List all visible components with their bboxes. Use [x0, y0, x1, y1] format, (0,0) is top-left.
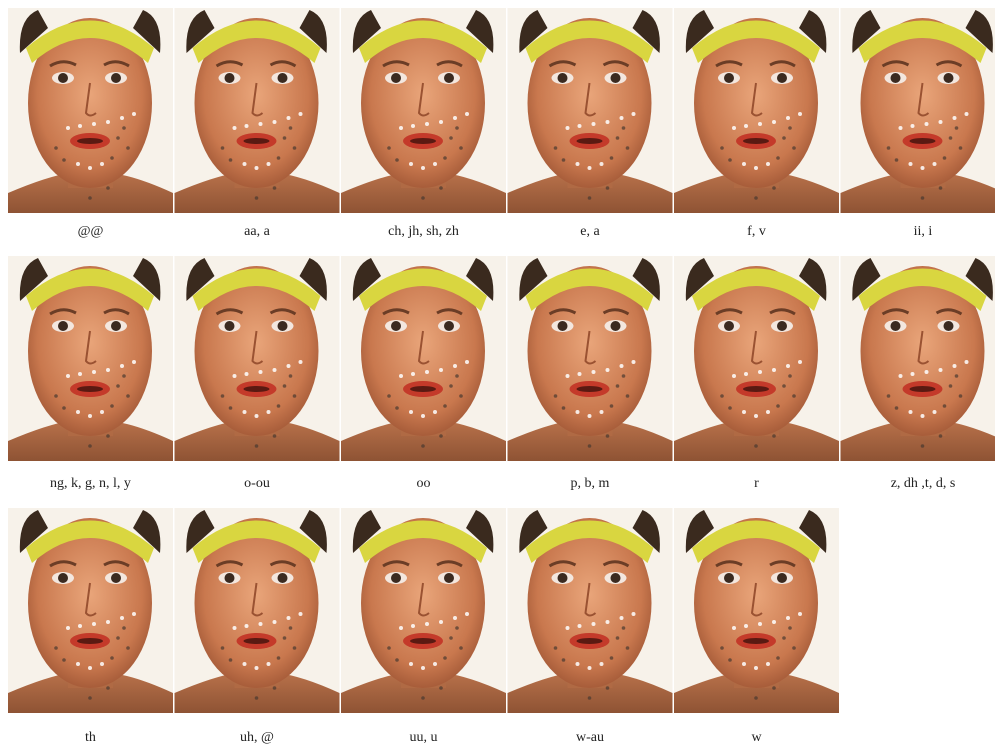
viseme-label: oo	[417, 476, 431, 491]
face-image	[8, 508, 173, 713]
face-image	[508, 8, 673, 213]
face-image	[674, 8, 839, 213]
face-image	[341, 508, 506, 713]
viseme-label: uh, @	[240, 730, 274, 745]
face-image	[175, 508, 340, 713]
face-image	[508, 256, 673, 461]
viseme-label: uu, u	[410, 730, 438, 745]
face-image	[674, 256, 839, 461]
face-image	[8, 8, 173, 213]
face-image	[341, 256, 506, 461]
viseme-label: th	[85, 730, 96, 745]
face-image	[674, 508, 839, 713]
viseme-label: aa, a	[244, 224, 270, 239]
viseme-label: e, a	[580, 224, 600, 239]
face-image	[508, 508, 673, 713]
face-image	[341, 8, 506, 213]
viseme-label: r	[754, 476, 759, 491]
viseme-label: f, v	[747, 224, 766, 239]
viseme-label: o-ou	[244, 476, 270, 491]
viseme-label: ng, k, g, n, l, y	[50, 476, 131, 491]
viseme-label: p, b, m	[571, 476, 610, 491]
face-image	[175, 256, 340, 461]
viseme-label: w-au	[576, 730, 604, 745]
face-image	[841, 8, 995, 213]
viseme-label: z, dh ,t, d, s	[891, 476, 956, 491]
face-image	[841, 256, 995, 461]
viseme-label: ii, i	[914, 224, 933, 239]
viseme-label: w	[751, 730, 762, 745]
face-image	[175, 8, 340, 213]
viseme-figure: @@ aa, a ch, jh, sh, zh e, a f, v ii, i ng, k,…	[0, 0, 995, 748]
viseme-label: ch, jh, sh, zh	[388, 224, 459, 239]
face-image	[8, 256, 173, 461]
viseme-label: @@	[78, 224, 104, 239]
